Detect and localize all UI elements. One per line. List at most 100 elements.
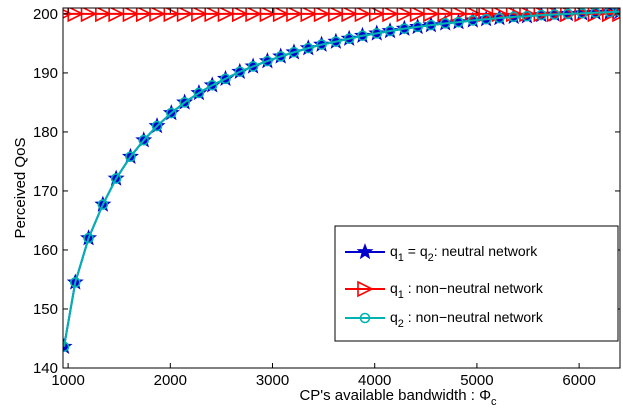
data-point [412, 21, 423, 33]
y-tick-label: 200 [33, 6, 58, 23]
data-point [508, 11, 520, 23]
data-point [232, 8, 249, 23]
data-point [478, 8, 495, 23]
legend-label-subscript: 2 [398, 318, 404, 330]
series-triangle-right [63, 8, 620, 23]
legend-swatch-marker [356, 243, 374, 260]
data-point [423, 8, 440, 23]
legend-label-text: : non−neutral network [404, 280, 544, 296]
data-point [396, 8, 414, 23]
data-point [480, 13, 492, 25]
data-point [453, 16, 464, 28]
x-tick-label: 5000 [460, 372, 493, 389]
data-point [368, 8, 386, 23]
y-tick-label: 140 [33, 360, 58, 377]
data-point [247, 61, 259, 72]
data-point [122, 8, 140, 23]
data-point [604, 8, 616, 18]
data-point [163, 8, 181, 23]
data-point [135, 8, 153, 23]
legend-entry: q1 : non−neutral network [345, 280, 544, 301]
data-point [549, 9, 560, 20]
legend-label-subscript: 1 [398, 252, 404, 264]
data-point [191, 8, 208, 23]
data-point [63, 8, 73, 19]
data-point [125, 151, 136, 163]
legend-entry: q1 = q2: neutral network [345, 243, 538, 264]
data-point [149, 8, 166, 23]
data-point [288, 46, 300, 58]
data-point [97, 199, 109, 210]
data-point [179, 97, 190, 108]
legend-label-text: : neutral network [434, 243, 538, 259]
data-point [80, 8, 98, 23]
data-point [536, 9, 547, 21]
plot-frame [62, 7, 621, 369]
x-tick-label: 3000 [256, 372, 289, 389]
data-point [328, 8, 345, 23]
x-tick-label: 4000 [358, 372, 391, 389]
legend-label: q2 : non−neutral network [390, 309, 544, 330]
x-tick-label: 1000 [51, 372, 84, 389]
data-point [275, 51, 286, 62]
data-point [193, 87, 205, 99]
data-point [341, 8, 358, 23]
legend-label: q1 : non−neutral network [390, 280, 544, 301]
legend-label-subscript: 2 [428, 252, 434, 264]
ticks-layer: 1000 2000 3000 4000 5000 6000 140 150 160 170 180 1… [33, 6, 620, 389]
data-point [409, 8, 427, 23]
data-point [108, 8, 125, 23]
legend-label: q1 = q2: neutral network [390, 243, 538, 264]
y-axis-title: Perceived QoS [12, 138, 29, 239]
data-point [439, 18, 451, 29]
legend-entry: q2 : non−neutral network [345, 309, 544, 330]
data-point [217, 8, 235, 23]
y-tick-label: 180 [33, 124, 58, 141]
data-point [204, 8, 222, 23]
data-point [614, 8, 620, 17]
y-tick-label: 170 [33, 183, 58, 200]
data-point [425, 19, 437, 31]
data-point [151, 120, 163, 132]
series-layer [63, 8, 620, 354]
data-point [467, 15, 479, 26]
data-point [138, 134, 150, 146]
data-point [300, 8, 318, 23]
series-circle [63, 8, 620, 353]
legend-swatch-marker [357, 280, 374, 298]
x-tick-label: 6000 [562, 372, 595, 389]
legend-label-text: : non−neutral network [404, 309, 544, 325]
data-point [166, 107, 177, 119]
data-point [494, 12, 505, 24]
legend-label-text: = q [404, 243, 428, 259]
legend-label-text: q [390, 309, 398, 325]
y-tick-label: 150 [33, 301, 58, 318]
data-point [382, 8, 399, 23]
legend-label-text: q [390, 280, 398, 296]
data-point [176, 8, 194, 23]
data-point [259, 8, 277, 23]
data-point [206, 80, 218, 91]
data-point [465, 8, 482, 23]
y-tick-label: 190 [33, 65, 58, 82]
legend-label-text: q [390, 243, 398, 259]
x-axis-title: CP's available bandwidth : Φc [299, 387, 497, 408]
y-tick-label: 160 [33, 242, 58, 259]
data-point [220, 73, 231, 85]
data-point [272, 8, 290, 23]
data-point [371, 28, 383, 39]
data-point [316, 39, 327, 50]
data-point [69, 277, 81, 288]
data-point [245, 8, 262, 23]
x-axis-title-subscript: c [491, 396, 497, 408]
data-point [330, 36, 342, 47]
data-point [354, 8, 372, 23]
data-point [262, 55, 273, 67]
data-point [234, 66, 246, 78]
data-point [313, 8, 331, 23]
series-line [63, 10, 620, 347]
data-point [83, 232, 94, 244]
